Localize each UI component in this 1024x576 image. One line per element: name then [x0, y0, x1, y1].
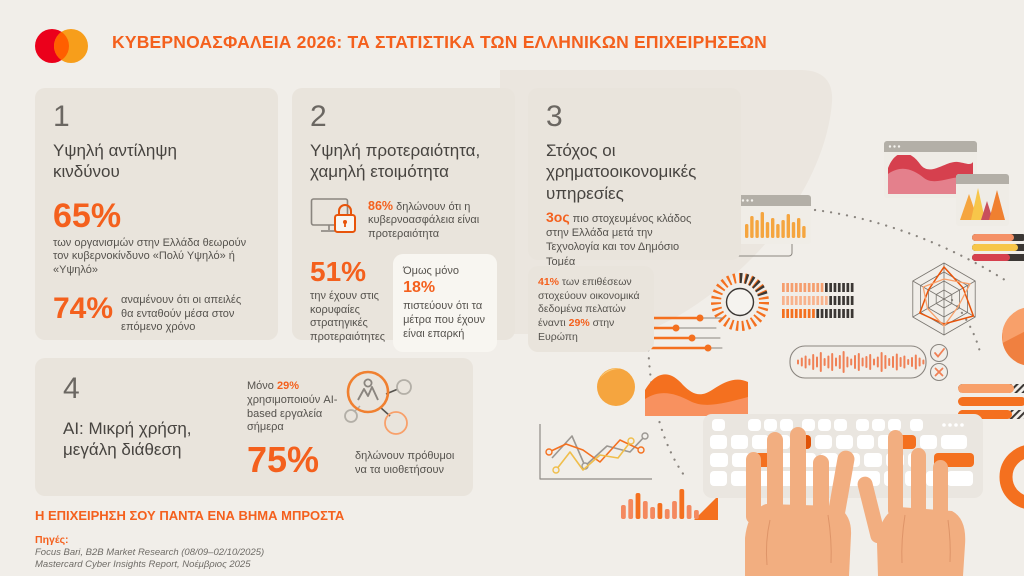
stat-75: 75%: [247, 439, 320, 480]
progress-pills-icon: [972, 234, 1024, 261]
rank-text: 3ος πιο στοχευμένος κλάδος στην Ελλάδα μ…: [546, 208, 692, 268]
tick-rows-icon: [782, 283, 854, 318]
stat-86-text: 86% δηλώνουν ότι η κυβερνοασφάλεια είναι…: [368, 198, 480, 241]
check-icon: [929, 343, 949, 363]
stat-75-text: δηλώνουν πρόθυμοι να τα υιοθετήσουν: [355, 450, 455, 476]
stat-74-text: αναμένουν ότι οι απειλές θα ενταθούν μέσ…: [121, 293, 242, 334]
area-chart-window-icon: [884, 141, 977, 198]
stat-74: 74%: [53, 291, 114, 325]
monitor-lock-icon: [310, 197, 356, 233]
bar-chart-window-icon: [737, 195, 811, 244]
ring-gauge-icon: [999, 445, 1024, 509]
stat-51-text: την έχουν στις κορυφαίες στρατηγικές προ…: [310, 289, 386, 343]
orange-circle-icon: [1002, 307, 1024, 366]
stat-65: 65%: [53, 196, 122, 235]
card-number: 2: [310, 100, 327, 133]
sun-circle-icon: [597, 368, 635, 406]
small-bar-chart-icon: [621, 489, 699, 519]
dotted-arc-decoration: [646, 208, 1010, 480]
line-chart-icon: [539, 424, 652, 480]
waveform-icon: [789, 345, 927, 379]
sources-label: Πηγές:: [35, 534, 69, 546]
callout-box: Όμως μόνο 18% πιστεύουν ότι τα μέτρα που…: [393, 253, 497, 352]
mastercard-logo: [35, 29, 88, 63]
left-hand: [745, 427, 855, 576]
radial-spinner-icon: [711, 273, 769, 331]
card-title: Στόχος οι χρηματοοικονομικές υπηρεσίες: [546, 141, 697, 203]
stat-18: 18%: [403, 279, 436, 297]
stat-41-text: 41% των επιθέσεων στοχεύουν οικονομικά δ…: [538, 276, 640, 343]
card-number: 3: [546, 100, 563, 133]
card-number: 4: [63, 372, 80, 405]
card-financial-target-stat: 41% των επιθέσεων στοχεύουν οικονομικά δ…: [528, 266, 654, 352]
card-priority-readiness: 2 Υψηλή προτεραιότητα, χαμηλή ετοιμότητα…: [292, 88, 515, 352]
peaks-chart-window-icon: [956, 174, 1009, 226]
hatched-pills-icon: [958, 384, 1024, 419]
wave-area-icon: [645, 374, 748, 520]
right-hand: [857, 430, 966, 576]
stat-51: 51%: [310, 255, 367, 287]
card-risk-perception: 1 Υψηλή αντίληψη κινδύνου 65% των οργανι…: [35, 88, 278, 340]
radar-chart-icon: [912, 262, 976, 336]
page-title: ΚΥΒΕΡΝΟΑΣΦΑΛΕΙΑ 2026: ΤΑ ΣΤΑΤΙΣΤΙΚΑ ΤΩΝ …: [112, 32, 767, 52]
source-line: Mastercard Cyber Insights Report, Νοέμβρ…: [35, 559, 251, 570]
card-ai-adoption: 4 AI: Μικρή χρήση, μεγάλη διάθεση Μόνο 2…: [35, 358, 473, 496]
card-financial-target: 3 Στόχος οι χρηματοοικονομικές υπηρεσίες…: [528, 88, 741, 268]
source-line: Focus Bari, B2B Market Research (08/09–0…: [35, 547, 265, 558]
card-number: 1: [53, 100, 70, 133]
tagline: Η ΕΠΙΧΕΙΡΗΣΗ ΣΟΥ ΠΑΝΤΑ ΕΝΑ ΒΗΜΑ ΜΠΡΟΣΤΑ: [35, 508, 345, 523]
stat-29-text: Μόνο 29% χρησιμοποιούν AI-based εργαλεία…: [247, 380, 338, 434]
slider-rows-icon: [650, 314, 723, 352]
card-title: Υψηλή αντίληψη κινδύνου: [53, 141, 177, 182]
card-title: Υψηλή προτεραιότητα, χαμηλή ετοιμότητα: [310, 141, 481, 182]
stat-65-text: των οργανισμών στην Ελλάδα θεωρούν τον κ…: [53, 236, 247, 277]
cross-icon: [929, 362, 949, 382]
ai-network-icon: [344, 370, 412, 435]
card-title: AI: Μικρή χρήση, μεγάλη διάθεση: [63, 419, 192, 460]
